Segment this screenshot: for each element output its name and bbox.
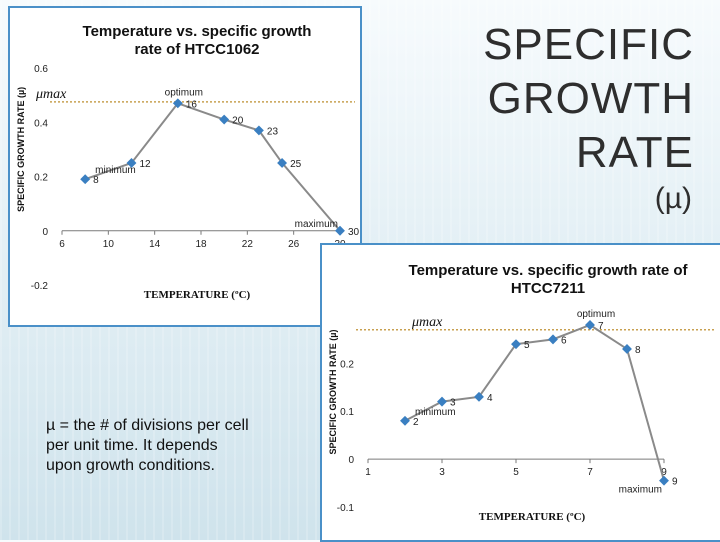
x-tick-label: 6 bbox=[59, 239, 65, 250]
data-label: 3 bbox=[450, 398, 456, 409]
y-tick-label: 0.1 bbox=[340, 407, 354, 418]
x-tick-label: 3 bbox=[439, 467, 445, 478]
data-label: 20 bbox=[232, 116, 244, 127]
data-point bbox=[219, 114, 230, 125]
mu-max-label: μmax bbox=[35, 87, 67, 102]
y-tick-label: 0.4 bbox=[34, 118, 48, 129]
data-point bbox=[400, 415, 410, 426]
slide-title-line: RATE bbox=[575, 128, 694, 177]
data-label: 16 bbox=[186, 99, 198, 110]
series-line bbox=[404, 323, 665, 481]
definition-note: µ = the # of divisions per cell per unit… bbox=[46, 417, 249, 474]
annotation-maximum: maximum bbox=[295, 219, 338, 230]
data-label: 25 bbox=[290, 159, 302, 170]
chart-title: HTCC7211 bbox=[511, 280, 585, 297]
x-tick-label: 26 bbox=[288, 239, 300, 250]
data-point bbox=[437, 396, 447, 407]
data-point bbox=[277, 157, 288, 168]
y-tick-label: 0 bbox=[42, 227, 48, 238]
data-label: 9 bbox=[672, 477, 678, 488]
y-tick-label: 0.2 bbox=[34, 173, 48, 184]
data-point bbox=[253, 125, 264, 136]
annotation-minimum: minimum bbox=[95, 165, 136, 176]
annotation-maximum: maximum bbox=[619, 485, 662, 496]
data-label: 8 bbox=[635, 345, 641, 356]
data-point bbox=[335, 225, 345, 236]
chart-panel-htcc7211: Temperature vs. specific growth rate of H… bbox=[320, 243, 720, 542]
y-tick-label: 0.6 bbox=[34, 64, 48, 75]
slide-title-line: GROWTH bbox=[487, 74, 694, 123]
chart-title: Temperature vs. specific growth rate of bbox=[409, 262, 689, 279]
slide-title-line: SPECIFIC bbox=[483, 20, 694, 69]
data-label: 5 bbox=[524, 340, 530, 351]
annotation-minimum: minimum bbox=[415, 407, 456, 418]
x-tick-label: 22 bbox=[242, 239, 254, 250]
y-tick-label: 0.2 bbox=[340, 359, 354, 370]
chart-htcc7211: Temperature vs. specific growth rate ofH… bbox=[328, 262, 714, 523]
data-label: 7 bbox=[598, 321, 604, 332]
y-tick-label: -0.1 bbox=[337, 503, 355, 514]
y-tick-label: -0.2 bbox=[31, 281, 49, 292]
data-point bbox=[80, 174, 91, 185]
x-tick-label: 5 bbox=[513, 467, 519, 478]
x-tick-label: 7 bbox=[587, 467, 593, 478]
annotation-optimum: optimum bbox=[577, 309, 615, 320]
y-tick-label: 0 bbox=[348, 455, 354, 466]
data-label: 4 bbox=[487, 393, 493, 404]
data-label: 12 bbox=[140, 159, 152, 170]
data-label: 23 bbox=[267, 126, 279, 137]
x-axis-label: TEMPERATURE (ºC) bbox=[144, 289, 251, 301]
data-label: 6 bbox=[561, 335, 567, 346]
data-point bbox=[622, 343, 632, 354]
x-axis-label: TEMPERATURE (ºC) bbox=[479, 511, 586, 523]
x-tick-label: 1 bbox=[365, 467, 371, 478]
x-tick-label: 14 bbox=[149, 239, 161, 250]
data-point bbox=[585, 320, 595, 330]
data-point bbox=[172, 98, 183, 109]
data-point bbox=[126, 157, 137, 168]
slide-title: SPECIFIC GROWTH RATE bbox=[434, 18, 694, 180]
data-label: 2 bbox=[413, 417, 419, 428]
mu-max-label: μmax bbox=[411, 315, 443, 330]
chart-title: Temperature vs. specific growth bbox=[83, 23, 312, 40]
x-tick-label: 10 bbox=[103, 239, 115, 250]
y-axis-label: SPECIFIC GROWTH RATE (µ) bbox=[328, 330, 338, 455]
data-label: 30 bbox=[348, 227, 360, 238]
data-label: 8 bbox=[93, 175, 99, 186]
annotation-optimum: optimum bbox=[165, 87, 203, 98]
data-point bbox=[659, 475, 669, 486]
data-point bbox=[511, 339, 521, 350]
chart-title: rate of HTCC1062 bbox=[134, 41, 259, 58]
chart-panel-htcc1062: Temperature vs. specific growth rate of H… bbox=[8, 6, 362, 327]
data-point bbox=[548, 334, 558, 345]
x-tick-label: 18 bbox=[195, 239, 207, 250]
y-axis-label: SPECIFIC GROWTH RATE (µ) bbox=[16, 87, 26, 212]
mu-symbol: (µ) bbox=[654, 182, 692, 215]
x-tick-label: 9 bbox=[661, 467, 667, 478]
